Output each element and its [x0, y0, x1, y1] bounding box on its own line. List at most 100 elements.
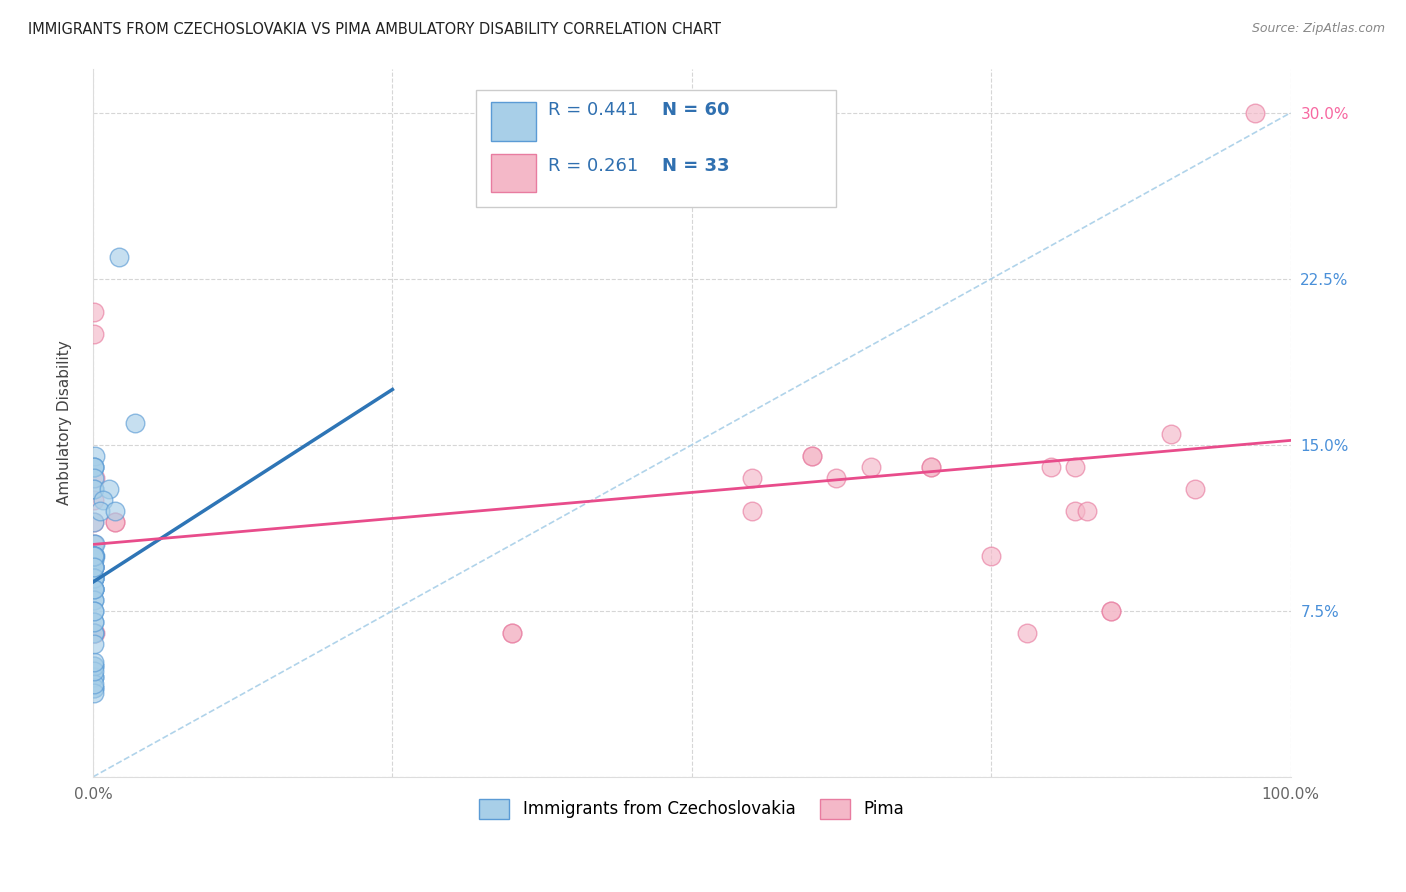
Point: [824, 471, 846, 485]
Point: [84, 537, 107, 551]
Point: [83, 582, 105, 596]
Point: [501, 626, 523, 640]
Point: [83, 670, 105, 684]
Point: [83, 626, 105, 640]
Point: [1160, 426, 1182, 441]
Text: Source: ZipAtlas.com: Source: ZipAtlas.com: [1251, 22, 1385, 36]
Point: [83, 582, 105, 596]
Point: [83, 582, 105, 596]
Point: [83, 460, 105, 475]
Point: [83, 327, 105, 342]
Bar: [491, 102, 536, 141]
Point: [501, 626, 523, 640]
Point: [1184, 482, 1206, 496]
Point: [83, 549, 105, 563]
Point: [83, 482, 105, 496]
Point: [83, 681, 105, 696]
Point: [83, 549, 105, 563]
Y-axis label: Ambulatory Disability: Ambulatory Disability: [58, 341, 72, 505]
Point: [83, 553, 105, 567]
Point: [83, 571, 105, 585]
Point: [83, 460, 105, 475]
Point: [84, 626, 107, 640]
Point: [83, 592, 105, 607]
Text: R = 0.441: R = 0.441: [548, 101, 638, 119]
Point: [83, 471, 105, 485]
Point: [800, 449, 823, 463]
Point: [83, 582, 105, 596]
Point: [1076, 504, 1098, 518]
Point: [83, 626, 105, 640]
Point: [83, 615, 105, 629]
Point: [83, 637, 105, 651]
Point: [741, 504, 763, 518]
Point: [83, 482, 105, 496]
Point: [83, 493, 105, 508]
Point: [83, 460, 105, 475]
Point: [860, 460, 883, 475]
Point: [83, 604, 105, 618]
Point: [83, 559, 105, 574]
Point: [83, 571, 105, 585]
Text: IMMIGRANTS FROM CZECHOSLOVAKIA VS PIMA AMBULATORY DISABILITY CORRELATION CHART: IMMIGRANTS FROM CZECHOSLOVAKIA VS PIMA A…: [28, 22, 721, 37]
Point: [83, 592, 105, 607]
Point: [800, 449, 823, 463]
Point: [108, 250, 131, 264]
Point: [83, 549, 105, 563]
Point: [83, 305, 105, 319]
Point: [83, 604, 105, 618]
Point: [83, 537, 105, 551]
Point: [83, 549, 105, 563]
Point: [920, 460, 942, 475]
Point: [83, 471, 105, 485]
FancyBboxPatch shape: [477, 90, 835, 207]
Point: [980, 549, 1002, 563]
Point: [83, 559, 105, 574]
Point: [103, 516, 125, 530]
Point: [83, 670, 105, 684]
Point: [83, 549, 105, 563]
Point: [83, 516, 105, 530]
Point: [1017, 626, 1039, 640]
Point: [83, 559, 105, 574]
Point: [83, 559, 105, 574]
Point: [1040, 460, 1063, 475]
Point: [83, 626, 105, 640]
Point: [1099, 604, 1122, 618]
Point: [83, 549, 105, 563]
Point: [1064, 460, 1087, 475]
Point: [1099, 604, 1122, 618]
Bar: [491, 153, 536, 193]
Point: [741, 471, 763, 485]
Point: [83, 559, 105, 574]
Point: [83, 681, 105, 696]
Point: [1243, 105, 1265, 120]
Point: [83, 549, 105, 563]
Point: [97, 482, 120, 496]
Point: [83, 582, 105, 596]
Point: [920, 460, 942, 475]
Text: R = 0.261: R = 0.261: [548, 157, 638, 175]
Point: [124, 416, 146, 430]
Point: [83, 571, 105, 585]
Point: [83, 686, 105, 700]
Point: [103, 516, 125, 530]
Point: [1064, 504, 1087, 518]
Point: [83, 655, 105, 669]
Point: [83, 516, 105, 530]
Point: [83, 659, 105, 673]
Point: [83, 571, 105, 585]
Point: [83, 615, 105, 629]
Point: [83, 677, 105, 691]
Point: [83, 449, 105, 463]
Point: [83, 664, 105, 678]
Point: [89, 504, 111, 518]
Point: [83, 559, 105, 574]
Point: [83, 549, 105, 563]
Legend: Immigrants from Czechoslovakia, Pima: Immigrants from Czechoslovakia, Pima: [472, 793, 911, 825]
Point: [83, 549, 105, 563]
Text: N = 60: N = 60: [662, 101, 730, 119]
Point: [83, 571, 105, 585]
Text: N = 33: N = 33: [662, 157, 730, 175]
Point: [103, 504, 125, 518]
